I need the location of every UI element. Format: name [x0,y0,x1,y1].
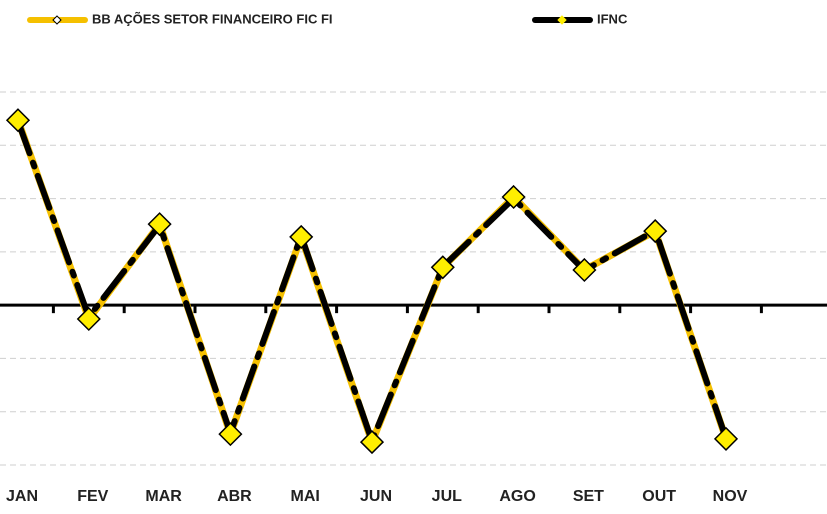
marker [218,422,243,447]
marker [76,306,101,332]
marker [572,257,597,283]
x-tick-label: ABR [217,488,252,505]
x-tick-label: FEV [77,488,108,505]
x-tick-label: MAR [145,488,182,505]
legend-label: BB AÇÕES SETOR FINANCEIRO FIC FI [92,11,333,26]
marker [147,212,172,237]
marker [430,255,455,280]
marker [713,426,739,451]
marker [359,430,385,455]
legend-marker [52,15,62,25]
x-tick-label: JAN [6,488,38,505]
x-tick-label: JUN [360,488,392,505]
x-tick-label: SET [573,488,604,505]
legend-marker [557,15,567,25]
x-tick-label: JUL [432,488,462,505]
x-tick-label: OUT [642,488,676,505]
series-line [15,118,729,445]
x-tick-label: NOV [713,488,748,505]
x-tick-label: AGO [499,488,535,505]
legend-label: IFNC [597,11,628,26]
series-line [14,119,730,446]
marker [643,219,668,244]
marker [5,108,31,133]
x-tick-label: MAI [291,488,320,505]
marker [289,224,314,249]
marker [501,184,526,210]
